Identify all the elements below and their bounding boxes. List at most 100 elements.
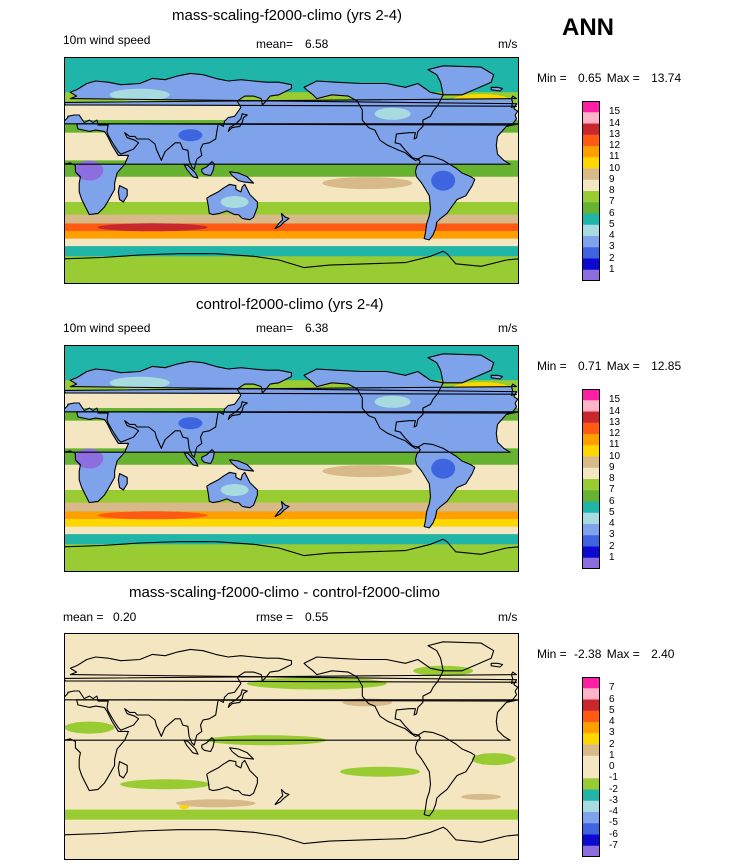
wind-indian-jet	[97, 511, 208, 520]
colorbar-swatch	[582, 845, 600, 857]
colorbar-tick-label: 11	[609, 439, 620, 451]
wind-south-mid	[64, 526, 519, 535]
colorbar-frame	[582, 389, 600, 569]
panel-3-max-label: Max =	[606, 647, 640, 661]
wind-australia	[220, 196, 249, 208]
panel-2-max-label: Max =	[606, 359, 640, 373]
coastline-japan	[227, 689, 248, 708]
wind-siberia	[109, 376, 170, 389]
coastline-americaS	[414, 154, 476, 241]
coastline-americaS	[414, 442, 476, 529]
colorbar-swatch	[582, 467, 600, 480]
panel-1-variable-label: 10m wind speed	[63, 33, 151, 47]
colorbar-tick-label: 11	[609, 151, 620, 163]
wind-himalaya-low	[178, 417, 203, 430]
colorbar-swatch	[582, 224, 600, 237]
coastline-antarctica	[64, 250, 519, 284]
land-wind-eurasia	[64, 73, 518, 170]
colorbar-swatch	[582, 168, 600, 181]
map-frame	[64, 57, 519, 284]
colorbar-tick-label: 2	[609, 540, 615, 552]
colorbar-swatch	[582, 677, 600, 689]
colorbar-swatch	[582, 490, 600, 502]
panel-3-mean-value: 0.20	[113, 610, 137, 624]
wind-subtropics-south	[64, 490, 519, 503]
colorbar-tick-label: 3	[609, 241, 615, 253]
colorbar-tick-label: 0	[609, 761, 615, 772]
wind-siberia	[109, 88, 170, 101]
land-wind-sumatra	[184, 164, 198, 179]
panel-3-units: m/s	[498, 610, 518, 624]
coastline-sumatra	[183, 739, 199, 755]
colorbar-tick-label: 1	[609, 263, 615, 275]
colorbar-tick-label: 9	[609, 461, 615, 473]
land-wind-americaS	[415, 443, 475, 528]
coastline-sumatra	[183, 163, 199, 179]
colorbar-tick-label: 7	[609, 682, 615, 694]
colorbar-tick-label: 4	[609, 230, 615, 241]
land-wind-americaS	[415, 155, 475, 240]
coastline-newguinea	[229, 171, 255, 184]
land-wind-eurasia	[64, 361, 518, 458]
colorbar-tick-label: 4	[609, 518, 615, 529]
colorbar-swatch	[582, 123, 600, 136]
coastline-antarctica	[64, 538, 519, 572]
land-wind-africa	[64, 411, 519, 503]
colorbar-swatch	[582, 800, 600, 813]
panel-1-min-value: 0.65	[578, 71, 602, 85]
wind-amazon-low	[431, 458, 456, 479]
colorbar-swatch	[582, 445, 600, 457]
coastline-britain	[64, 383, 518, 396]
wind-congo-low	[75, 160, 104, 181]
panel-2-min-value: 0.71	[578, 359, 602, 373]
land-wind-britain	[64, 384, 517, 396]
coastline-eurasia	[64, 360, 519, 458]
panel-1-max-label: Max =	[606, 71, 640, 85]
coastline-australia	[206, 471, 258, 509]
coastline-borneo	[201, 449, 215, 465]
diff-atlantic-positive	[461, 793, 502, 800]
colorbar-tick-label: 8	[609, 473, 615, 484]
colorbar-tick-label: 8	[609, 185, 615, 196]
wind-amazon-low	[431, 170, 456, 191]
coastline-australia	[206, 183, 258, 221]
coastline-africa	[64, 699, 519, 792]
colorbar-tick-label: 13	[609, 128, 621, 140]
diff-north-pacific	[246, 677, 387, 690]
colorbar-swatch	[582, 101, 600, 113]
diff-southern-positive	[175, 799, 256, 808]
panel-2-min-label: Min =	[537, 359, 567, 373]
map-frame	[64, 633, 519, 860]
colorbar-tick-label: 5	[609, 218, 615, 230]
wind-south-polar	[64, 246, 519, 257]
coastline-africa	[64, 411, 519, 504]
colorbar-tick-label: 15	[609, 394, 621, 406]
colorbar-tick-label: 6	[609, 495, 615, 507]
land-wind-sumatra	[184, 452, 198, 467]
coastline-newguinea	[229, 459, 255, 472]
wind-himalaya-low	[178, 129, 203, 142]
coastline-nz	[274, 788, 290, 806]
wind-southern-westerlies-2	[64, 519, 519, 527]
diff-south-pacific	[340, 766, 420, 777]
land-wind-greenland	[428, 353, 494, 383]
colorbar-tick-label: 4	[609, 716, 615, 727]
wind-pacific-south-trades	[322, 177, 413, 190]
panel-1-mean-value: 6.58	[305, 37, 329, 51]
wind-congo-low	[75, 448, 104, 469]
colorbar-tick-label: 10	[609, 450, 621, 462]
colorbar-tick-label: -6	[609, 828, 618, 840]
coastline-borneo	[201, 737, 215, 753]
colorbar-swatch	[582, 733, 600, 745]
panel-3-max-value: 2.40	[651, 647, 675, 661]
panel-2-max-value: 12.85	[651, 359, 682, 373]
coastline-africa	[64, 123, 519, 216]
coastline-newguinea	[229, 747, 255, 760]
colorbar-swatch	[582, 411, 600, 424]
coastline-iceland	[490, 662, 504, 668]
panel-3-map	[64, 633, 519, 860]
colorbar-swatch	[582, 179, 600, 192]
coastline-japan	[227, 401, 248, 420]
panel-1-map	[64, 57, 519, 284]
land-wind-borneo	[201, 449, 215, 464]
